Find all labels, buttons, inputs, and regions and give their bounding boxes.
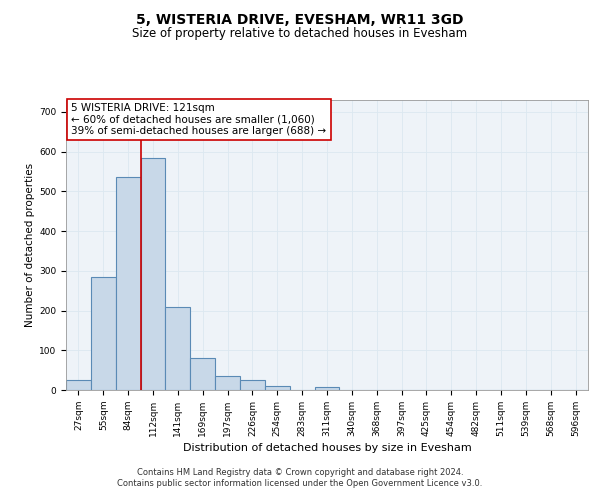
Y-axis label: Number of detached properties: Number of detached properties [25,163,35,327]
Text: Size of property relative to detached houses in Evesham: Size of property relative to detached ho… [133,28,467,40]
Text: 5, WISTERIA DRIVE, EVESHAM, WR11 3GD: 5, WISTERIA DRIVE, EVESHAM, WR11 3GD [136,12,464,26]
X-axis label: Distribution of detached houses by size in Evesham: Distribution of detached houses by size … [182,443,472,453]
Bar [116,178,140,390]
Bar [66,380,91,390]
Bar [190,358,215,390]
Bar [166,306,190,390]
Bar [215,376,240,390]
Text: 5 WISTERIA DRIVE: 121sqm
← 60% of detached houses are smaller (1,060)
39% of sem: 5 WISTERIA DRIVE: 121sqm ← 60% of detach… [71,103,326,136]
Text: Contains HM Land Registry data © Crown copyright and database right 2024.
Contai: Contains HM Land Registry data © Crown c… [118,468,482,487]
Bar [240,380,265,390]
Bar [140,158,166,390]
Bar [314,387,340,390]
Bar [91,277,116,390]
Bar [265,386,290,390]
